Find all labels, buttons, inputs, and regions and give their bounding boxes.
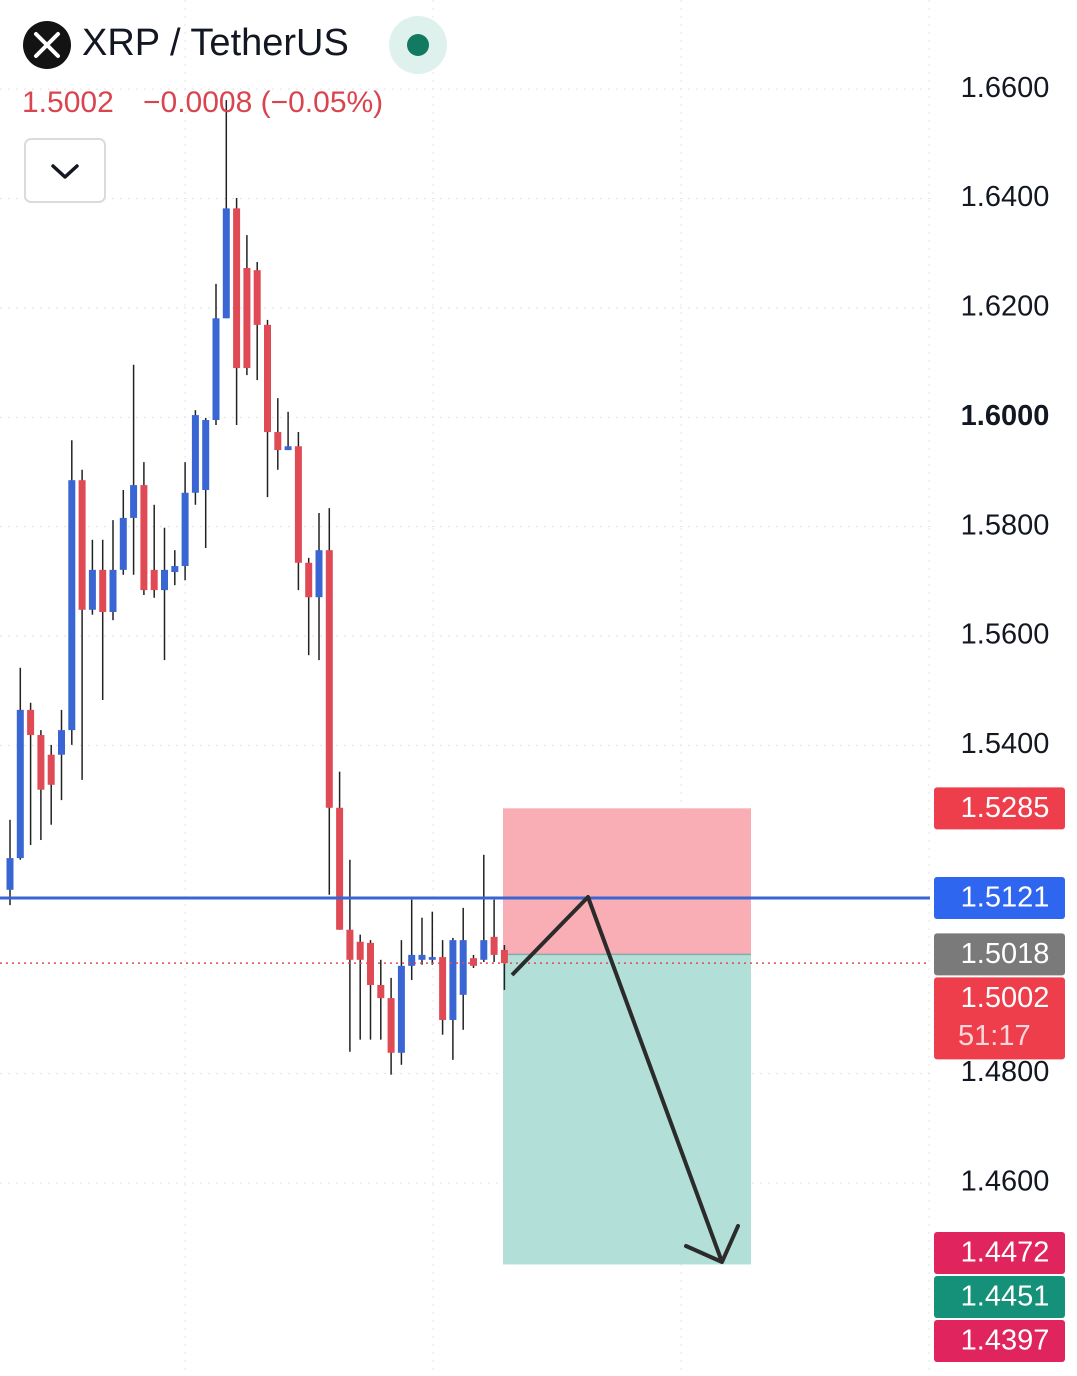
drawn-arrow — [510, 895, 724, 1263]
candle-body — [212, 318, 220, 421]
candle-body — [37, 735, 45, 790]
candle-body — [233, 208, 241, 369]
price-tag — [934, 1275, 1065, 1318]
candle-body — [459, 940, 467, 995]
candle-body — [78, 480, 86, 610]
price-axis: 1.6600 1.6400 1.6200 1.6000 1.5800 1.5600 1.54… — [934, 72, 1065, 1362]
y-tick-label: 1.5400 — [961, 728, 1050, 760]
chevron-icon — [51, 164, 79, 179]
candle-body — [109, 569, 117, 612]
candle-body — [490, 936, 498, 955]
price-tag — [934, 877, 1065, 920]
candle-body — [480, 940, 488, 960]
candle-body — [377, 984, 385, 999]
candle-body — [325, 550, 333, 808]
candle-body — [16, 709, 24, 859]
candle-body — [305, 562, 313, 598]
plot — [0, 100, 930, 1265]
y-tick-label: 1.4800 — [961, 1056, 1050, 1088]
candle-body — [130, 485, 138, 518]
candle-body — [161, 569, 168, 591]
market-status — [407, 34, 429, 56]
candle-body — [408, 954, 416, 966]
arrow-head — [684, 1224, 740, 1264]
candle-body — [397, 965, 405, 1053]
candle-body — [439, 957, 447, 1020]
candle-body — [367, 942, 374, 985]
y-tick-label: 1.6200 — [961, 291, 1050, 323]
candle-body — [449, 940, 457, 1020]
candle-body — [119, 517, 127, 570]
candle-body — [243, 267, 251, 369]
candle-body — [68, 480, 76, 731]
candle-body — [418, 954, 426, 960]
candle-body — [140, 485, 148, 591]
candle-body — [181, 492, 189, 567]
grid — [0, 0, 930, 1376]
overlay — [510, 895, 740, 1264]
countdown: 51:17 — [958, 1020, 1031, 1052]
candle-body — [27, 709, 35, 736]
price-tag — [934, 977, 1065, 1060]
price-tag-label: 1.5121 — [961, 882, 1050, 914]
logo-mark — [34, 32, 60, 58]
candle-body — [274, 432, 282, 451]
price-tag — [934, 933, 1065, 976]
candle-body — [150, 569, 158, 591]
y-tick-label: 1.6400 — [961, 181, 1050, 213]
candle-body — [202, 420, 210, 491]
candle-body — [253, 270, 261, 325]
candle-body — [191, 415, 199, 493]
price-tag-label: 1.5002 — [961, 982, 1050, 1014]
stop-zone — [503, 808, 751, 955]
y-tick-label: 1.5600 — [961, 619, 1050, 651]
symbol-title: XRP / TetherUS — [82, 22, 349, 64]
candle-body — [99, 569, 107, 612]
price-tag — [934, 787, 1065, 830]
price-tag-label: 1.5285 — [961, 792, 1050, 824]
candle-body — [264, 324, 271, 433]
dropdown-button[interactable] — [24, 138, 106, 203]
price-tag — [934, 1231, 1065, 1274]
candle-body — [6, 858, 14, 890]
candle-body — [470, 958, 477, 966]
header: XRP / TetherUS 1.5002 −0.0008 (−0.05%) — [22, 16, 447, 203]
candle-body — [428, 957, 436, 960]
candle-body — [47, 754, 55, 785]
candle-body — [88, 569, 96, 610]
price-tag-label: 1.4451 — [961, 1281, 1050, 1313]
price-tag-label: 1.4472 — [961, 1237, 1050, 1269]
candle-body — [294, 446, 302, 563]
y-tick-label: 1.4600 — [961, 1166, 1050, 1198]
price-change: −0.0008 (−0.05%) — [143, 86, 383, 119]
price-tag-label: 1.4397 — [961, 1325, 1050, 1357]
candle-body — [171, 566, 179, 573]
candle-body — [356, 941, 364, 960]
candle-body — [387, 998, 395, 1053]
price-tag-label: 1.5018 — [961, 938, 1050, 970]
y-tick-label: 1.5800 — [961, 509, 1050, 541]
candle-body — [500, 949, 508, 964]
candle-body — [222, 208, 230, 319]
y-tick-label: 1.6000 — [961, 400, 1050, 432]
candle-body — [58, 730, 65, 755]
candle-body — [284, 446, 292, 451]
candle-body — [336, 807, 344, 930]
price-tag — [934, 1319, 1065, 1362]
y-tick-label: 1.6600 — [961, 72, 1050, 104]
candle-body — [346, 929, 354, 960]
last-price: 1.5002 — [22, 86, 114, 119]
candle-body — [315, 550, 323, 598]
